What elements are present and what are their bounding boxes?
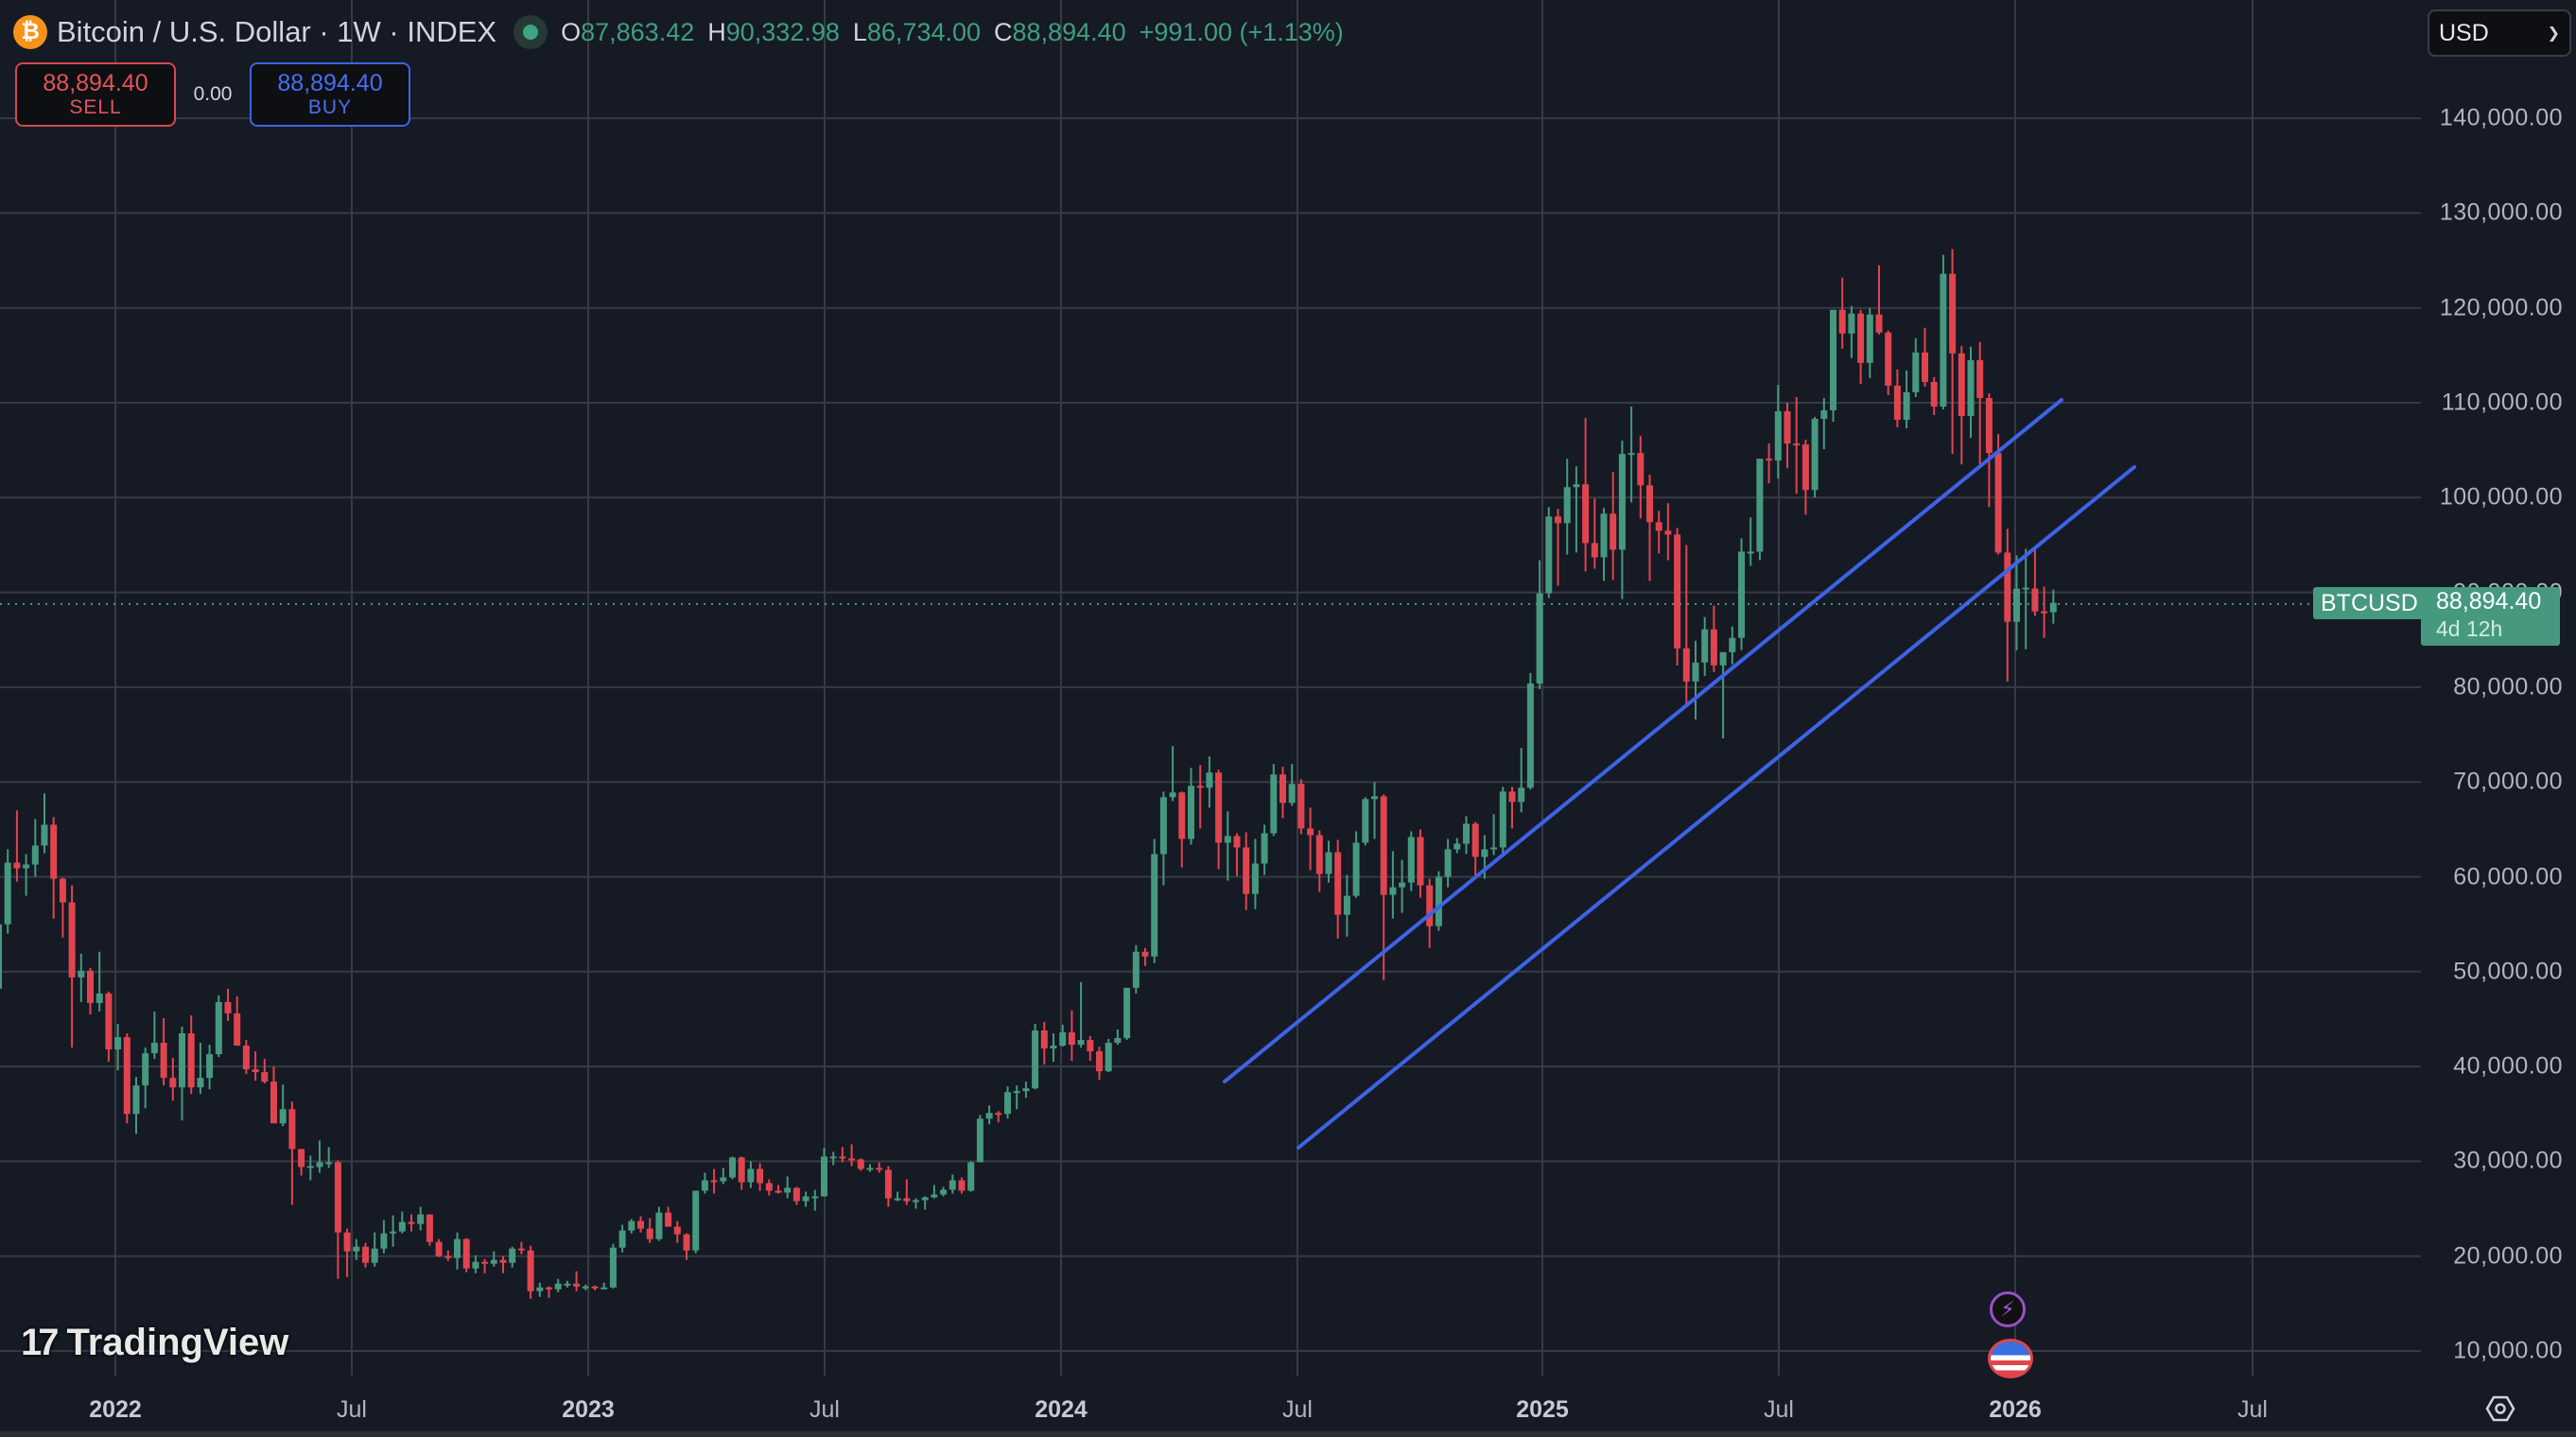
low-key: L xyxy=(852,17,867,46)
close-key: C xyxy=(994,17,1013,46)
symbol-header: ₿ Bitcoin / U.S. Dollar · 1W · INDEX O87… xyxy=(13,11,1344,53)
symbol-title[interactable]: Bitcoin / U.S. Dollar · 1W · INDEX xyxy=(57,15,497,48)
time-axis-label: 2023 xyxy=(562,1396,615,1423)
us-flag-icon[interactable] xyxy=(1988,1339,2033,1378)
sell-price: 88,894.40 xyxy=(43,70,148,96)
time-axis-label: Jul xyxy=(1764,1396,1794,1423)
buy-button[interactable]: 88,894.40 BUY xyxy=(250,62,410,127)
chevron-down-icon: ❯ xyxy=(2547,26,2560,42)
price-axis-label: 80,000.00 xyxy=(2453,673,2563,701)
tradingview-logo[interactable]: 17 TradingView xyxy=(21,1322,288,1364)
price-change: +991.00 (+1.13%) xyxy=(1139,17,1344,46)
price-axis-label: 50,000.00 xyxy=(2453,958,2563,985)
high-key: H xyxy=(707,17,726,46)
trendline[interactable] xyxy=(1297,465,2136,1150)
time-axis-label: Jul xyxy=(337,1396,367,1423)
price-axis-label: 40,000.00 xyxy=(2453,1052,2563,1080)
time-axis-label: 2022 xyxy=(89,1396,142,1423)
market-status-icon[interactable] xyxy=(513,15,548,49)
price-axis-label: 120,000.00 xyxy=(2439,294,2563,321)
candlestick-series xyxy=(0,249,2057,1299)
time-axis-label: 2024 xyxy=(1035,1396,1088,1423)
price-axis-label: 20,000.00 xyxy=(2453,1242,2563,1270)
bar-countdown: 4d 12h xyxy=(2436,616,2503,641)
price-axis-label: 10,000.00 xyxy=(2453,1337,2563,1364)
chart-grid xyxy=(0,0,2421,1376)
trendline-drawings[interactable] xyxy=(1223,398,2136,1150)
last-price-tag: 88,894.40 4d 12h xyxy=(2421,587,2560,646)
sell-button[interactable]: 88,894.40 SELL xyxy=(15,62,176,127)
time-axis-label: 2025 xyxy=(1516,1396,1569,1423)
last-price-value: 88,894.40 xyxy=(2436,588,2542,615)
trendline[interactable] xyxy=(1223,398,2063,1083)
buy-price: 88,894.40 xyxy=(277,70,383,96)
price-axis-label: 140,000.00 xyxy=(2439,104,2563,131)
time-axis-label: Jul xyxy=(2237,1396,2268,1423)
tradingview-logo-text: TradingView xyxy=(66,1322,289,1363)
symbol-price-tag: BTCUSD xyxy=(2313,587,2426,619)
close-value: 88,894.40 xyxy=(1012,17,1126,46)
price-axis-label: 30,000.00 xyxy=(2453,1147,2563,1174)
tradingview-logo-icon: 17 xyxy=(21,1322,59,1363)
price-axis-label: 70,000.00 xyxy=(2453,768,2563,795)
buy-label: BUY xyxy=(307,96,353,118)
ohlc-values: O87,863.42 H90,332.98 L86,734.00 C88,894… xyxy=(561,18,1126,47)
low-value: 86,734.00 xyxy=(866,17,982,46)
price-axis-label: 60,000.00 xyxy=(2453,863,2563,890)
settings-gear-icon[interactable] xyxy=(2485,1394,2515,1424)
time-axis-label: Jul xyxy=(1282,1396,1313,1423)
open-key: O xyxy=(561,17,582,46)
currency-select[interactable]: USD ❯ xyxy=(2428,9,2571,57)
time-axis-label: 2026 xyxy=(1989,1396,2042,1423)
sell-label: SELL xyxy=(69,96,122,118)
lightning-icon[interactable]: ⚡ xyxy=(1990,1291,2026,1327)
high-value: 90,332.98 xyxy=(725,17,840,46)
price-axis-label: 130,000.00 xyxy=(2439,199,2563,226)
price-axis-label: 100,000.00 xyxy=(2439,483,2563,511)
open-value: 87,863.42 xyxy=(581,17,695,46)
bitcoin-icon: ₿ xyxy=(13,15,47,49)
bottom-bar xyxy=(0,1431,2576,1437)
currency-value: USD xyxy=(2439,19,2489,46)
time-axis-label: Jul xyxy=(809,1396,840,1423)
trade-panel: 88,894.40 SELL 0.00 88,894.40 BUY xyxy=(15,62,410,127)
spread-value: 0.00 xyxy=(193,83,233,105)
price-axis-label: 110,000.00 xyxy=(2441,389,2563,416)
